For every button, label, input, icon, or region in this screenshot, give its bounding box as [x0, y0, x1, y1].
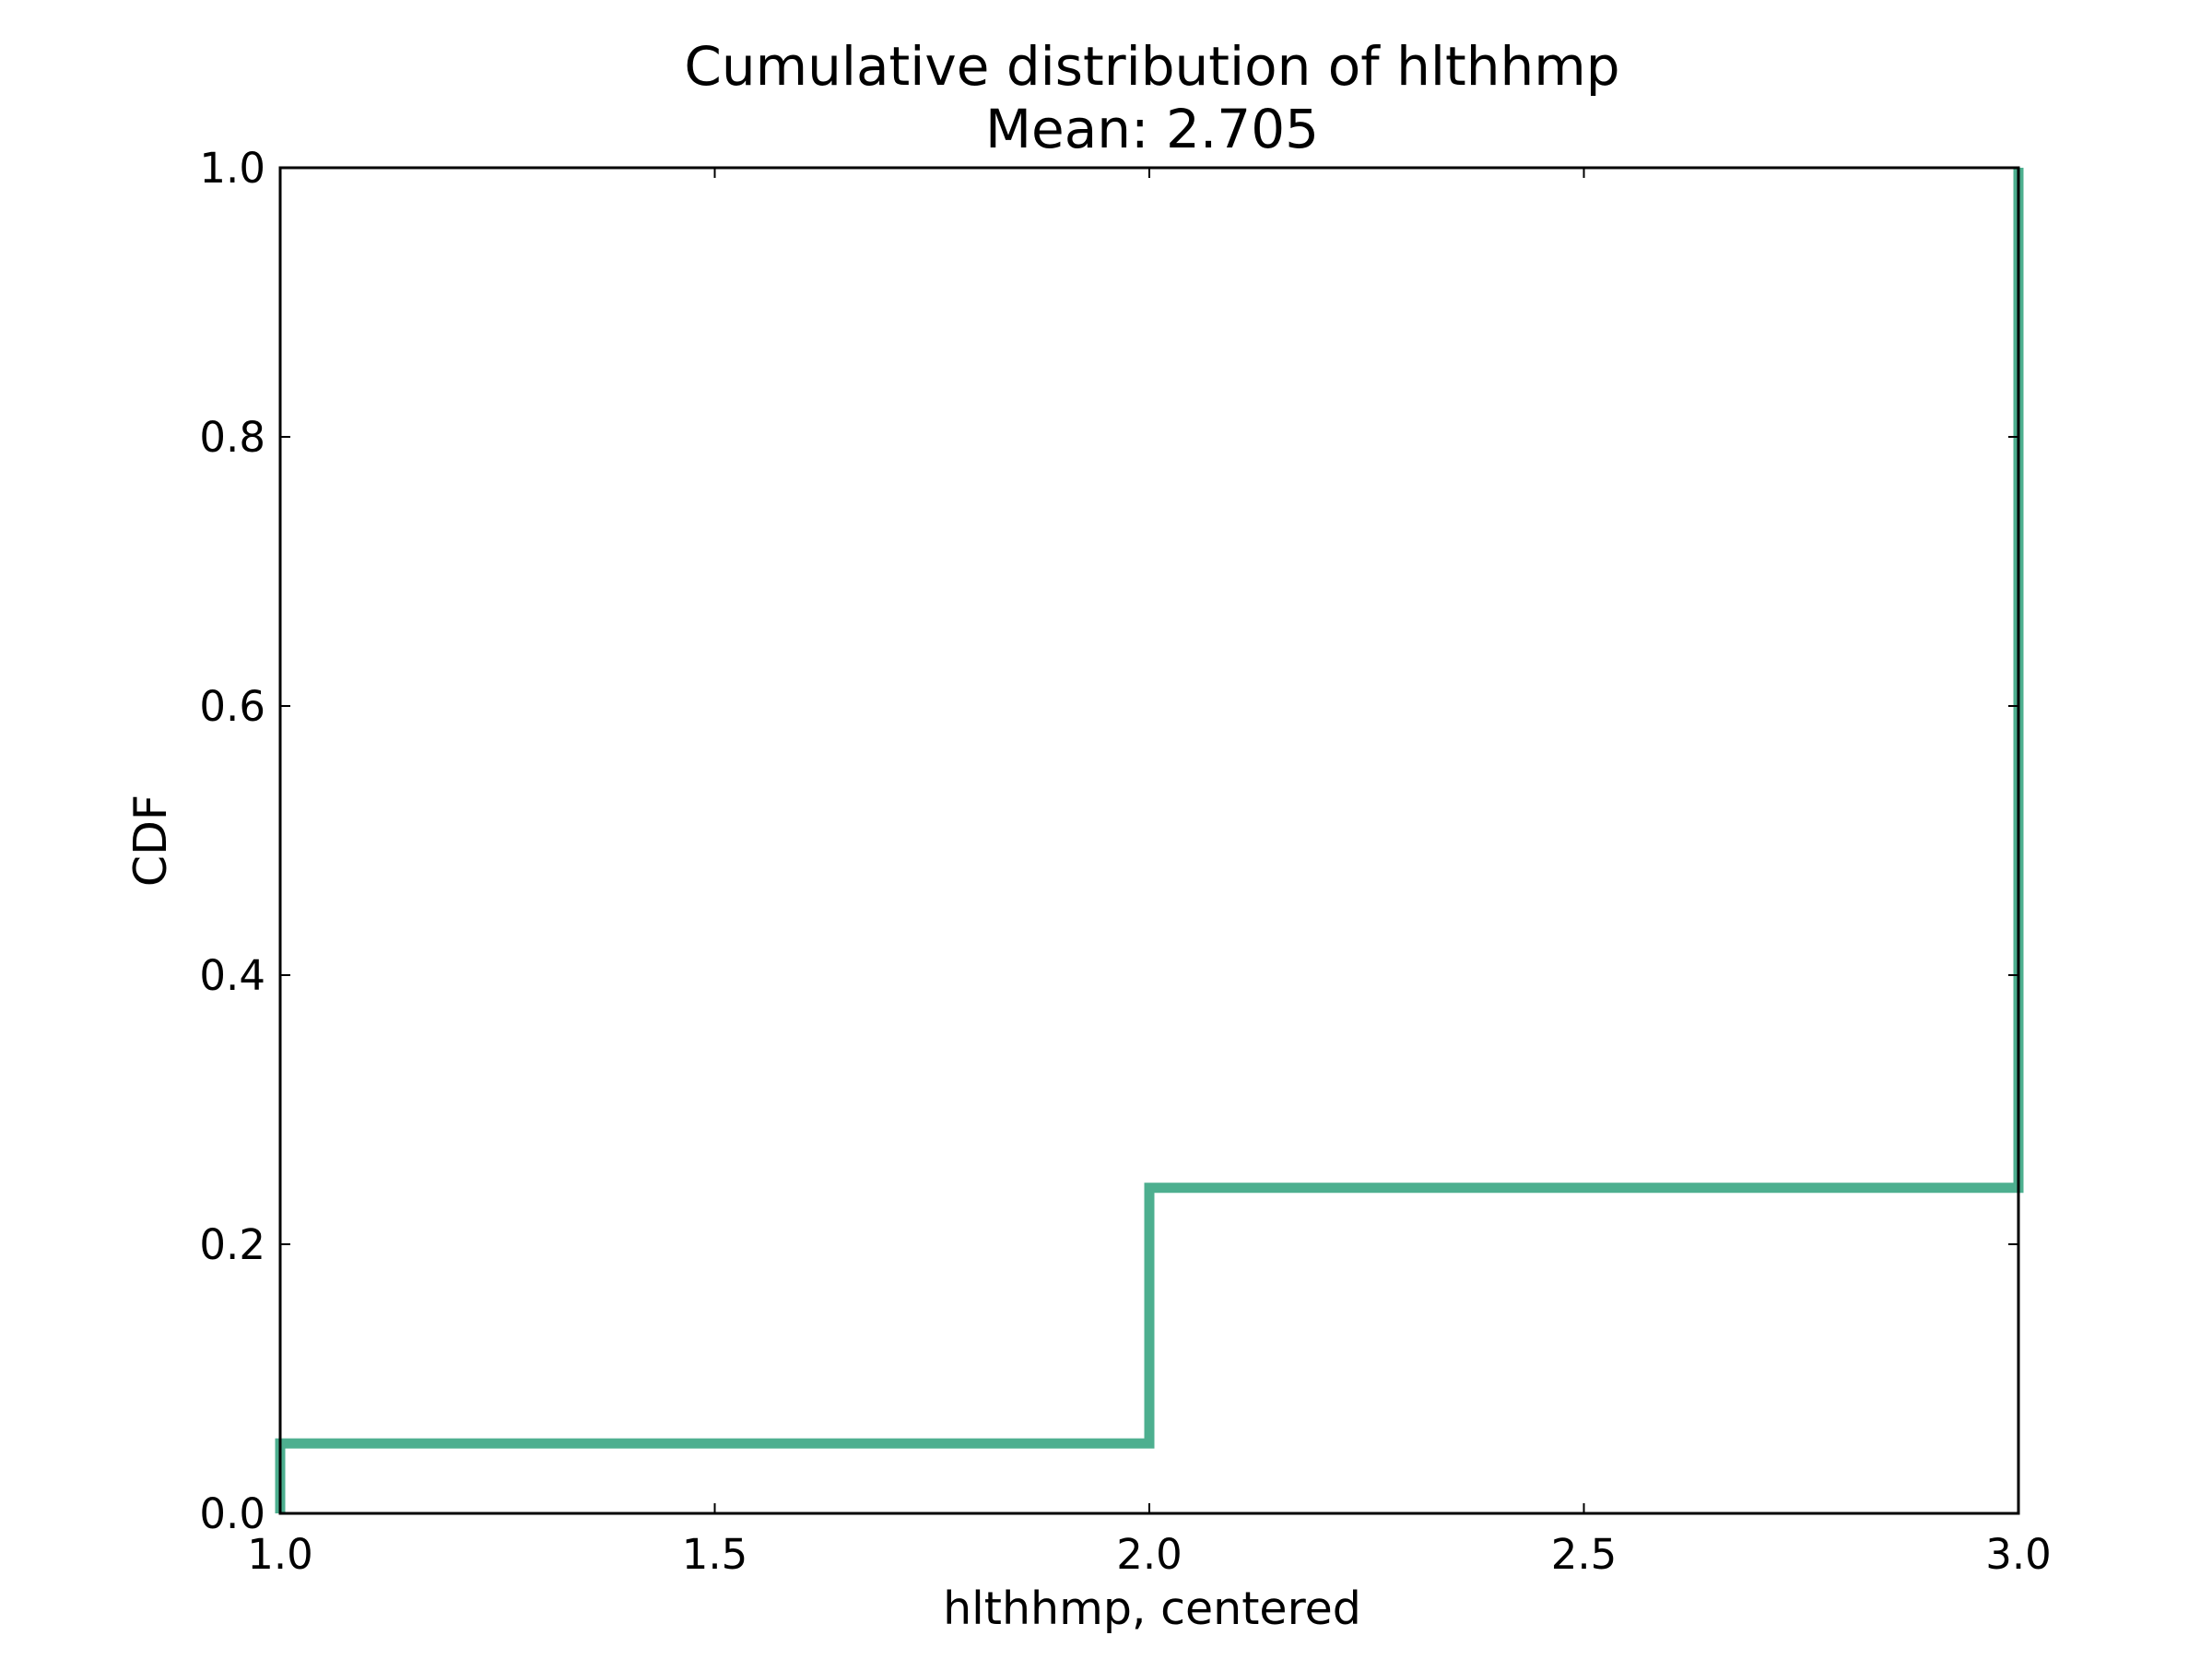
y-axis-label: CDF — [124, 794, 177, 887]
series-layer — [275, 168, 2024, 1513]
y-tick-label: 0.8 — [199, 413, 265, 462]
x-tick-label: 3.0 — [1985, 1530, 2052, 1579]
x-tick-label: 2.0 — [1116, 1530, 1182, 1579]
chart-title: Cumulative distribution of hlthhmp — [684, 35, 1619, 98]
y-tick-label: 0.0 — [199, 1489, 265, 1538]
y-tick-label: 0.6 — [199, 682, 265, 731]
y-tick-label: 0.2 — [199, 1220, 265, 1269]
cdf-series-line-0 — [275, 168, 2024, 1513]
y-tick-label: 1.0 — [199, 144, 265, 193]
tick-labels-layer: 1.0 1.5 2.0 2.5 3.0 0.0 0.2 0.4 0.6 0.8 1.0 — [199, 144, 2051, 1579]
chart-subtitle: Mean: 2.705 — [985, 98, 1319, 160]
x-tick-label: 1.0 — [247, 1530, 313, 1579]
x-tick-label: 1.5 — [682, 1530, 748, 1579]
x-tick-label: 2.5 — [1551, 1530, 1618, 1579]
y-tick-label: 0.4 — [199, 951, 265, 1000]
plot-frame — [278, 166, 2020, 1515]
x-axis-label: hlthhmp, centered — [943, 1583, 1361, 1635]
